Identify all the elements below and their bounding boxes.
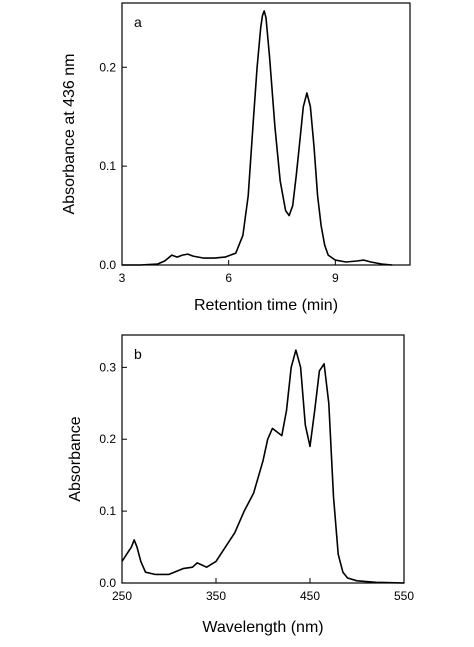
y-tick-label-b: 0.1	[99, 504, 116, 518]
y-tick-label-a: 0.0	[99, 258, 116, 272]
x-tick-label-b: 550	[394, 589, 414, 603]
panel-a: 3 6 9 0.0 0.1 0.2 a Retention time (min) Abso…	[61, 2, 411, 314]
x-tick-label-a: 3	[119, 271, 126, 285]
x-tick-label-b: 250	[112, 589, 132, 603]
x-axis-title-a: Retention time (min)	[194, 297, 338, 314]
plot-frame-a	[121, 2, 411, 266]
x-tick-label-b: 350	[206, 589, 226, 603]
y-axis-title-b: Absorbance	[67, 416, 84, 501]
x-tick-label-a: 9	[332, 271, 339, 285]
spectrum-trace	[121, 349, 405, 584]
y-tick-label-b: 0.2	[99, 432, 116, 446]
ticks-b: 250 350 450 550 0.0 0.1 0.2 0.3	[99, 360, 414, 603]
x-tick-label-b: 450	[300, 589, 320, 603]
x-axis-title-b: Wavelength (nm)	[202, 619, 323, 636]
ticks-a: 3 6 9 0.0 0.1 0.2	[99, 60, 339, 285]
y-tick-label-a: 0.2	[99, 60, 116, 74]
panel-label-a: a	[134, 14, 142, 30]
plot-frame-b	[121, 334, 405, 584]
panel-b: 250 350 450 550 0.0 0.1 0.2 0.3 b Wavelength (n…	[67, 334, 414, 636]
chromatogram-trace	[122, 10, 393, 266]
y-tick-label-a: 0.1	[99, 159, 116, 173]
y-tick-label-b: 0.0	[99, 576, 116, 590]
y-axis-title-a: Absorbance at 436 nm	[61, 54, 78, 215]
panel-label-b: b	[134, 346, 142, 362]
x-tick-label-a: 6	[225, 271, 232, 285]
y-tick-label-b: 0.3	[99, 360, 116, 374]
